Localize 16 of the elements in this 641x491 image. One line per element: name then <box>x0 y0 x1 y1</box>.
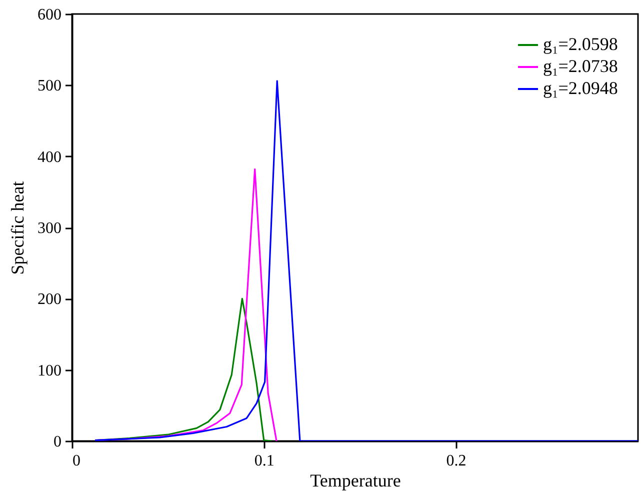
y-tick-label: 200 <box>38 291 62 308</box>
y-tick-label: 500 <box>38 78 62 95</box>
x-tick-label: 0.1 <box>254 452 274 470</box>
y-axis-title: Specific heat <box>8 181 28 275</box>
legend-label: g₁=2.0738 <box>543 56 618 76</box>
legend-label: g₁=2.0598 <box>543 34 618 54</box>
line-series <box>94 80 638 441</box>
y-tick-label: 400 <box>38 148 62 166</box>
x-tick-label: 0 <box>72 452 80 470</box>
legend-label: g₁=2.0948 <box>543 78 618 98</box>
y-tick-label: 100 <box>38 362 62 380</box>
x-tick-label: 0.2 <box>446 452 466 470</box>
y-tick-label: 600 <box>38 6 62 24</box>
y-tick-label: 300 <box>38 220 62 237</box>
x-axis-title: Temperature <box>310 470 401 490</box>
y-tick-label: 0 <box>54 434 62 450</box>
